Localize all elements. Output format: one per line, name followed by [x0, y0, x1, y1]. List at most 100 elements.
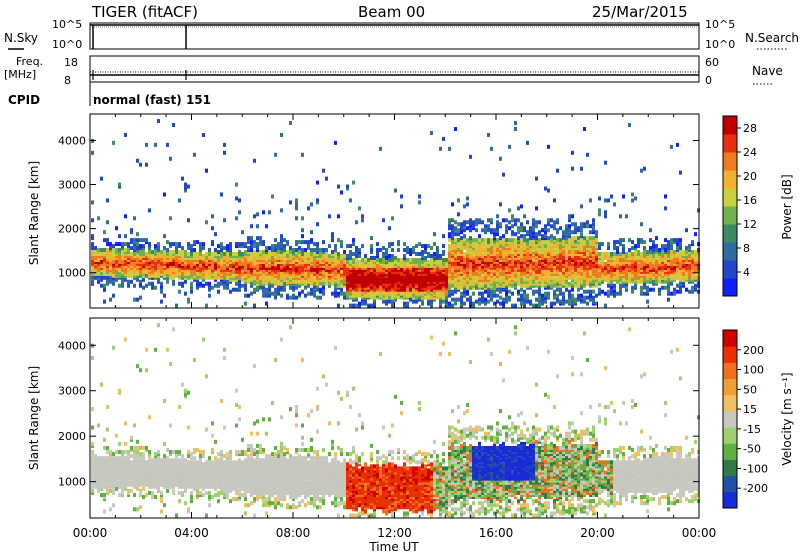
power-cell [358, 301, 361, 306]
power-cell [616, 269, 619, 274]
power-cell [265, 301, 268, 306]
power-cell [169, 156, 172, 161]
power-cell [226, 275, 229, 280]
power-cell [385, 255, 388, 260]
power-cell [544, 186, 547, 191]
power-cell [553, 198, 556, 203]
power-cell [316, 295, 319, 300]
power-cell [259, 250, 262, 255]
power-cell [556, 218, 559, 223]
power-cell [679, 285, 682, 290]
velocity-cell [97, 476, 100, 481]
power-cell [457, 212, 460, 217]
power-cell [235, 242, 238, 247]
velocity-cell [94, 460, 97, 465]
power-cell [568, 214, 571, 219]
power-cell [136, 297, 139, 302]
power-cell [325, 248, 328, 253]
power-cell [583, 127, 586, 132]
power-cell [571, 287, 574, 292]
power-cell [388, 242, 391, 247]
power-cell [127, 279, 130, 284]
power-cell [103, 238, 106, 243]
power-cell [430, 130, 433, 135]
power-cell [274, 248, 277, 253]
power-cell [265, 224, 268, 229]
power-cell [541, 255, 544, 260]
power-ytick-label-1000: 1000 [58, 267, 86, 280]
power-cell [316, 242, 319, 247]
power-cell [538, 303, 541, 308]
power-cell [520, 204, 523, 209]
power-cell [508, 144, 511, 149]
power-cell [517, 289, 520, 294]
power-cell [547, 144, 550, 149]
velocity-cell [103, 466, 106, 471]
power-cell [412, 246, 415, 251]
power-cell [403, 248, 406, 253]
power-cell [640, 238, 643, 243]
velocity-cell [109, 507, 112, 512]
power-cell [502, 234, 505, 239]
power-cell [295, 240, 298, 245]
power-cell [508, 289, 511, 294]
power-cell [313, 248, 316, 253]
power-cell [295, 198, 298, 203]
power-cell [340, 259, 343, 264]
power-cell [409, 252, 412, 257]
power-cell [580, 246, 583, 251]
power-cell [466, 238, 469, 243]
cpid-value: normal (fast) 151 [93, 93, 211, 107]
power-cell [475, 299, 478, 304]
power-cell [607, 252, 610, 257]
power-cell [391, 301, 394, 306]
power-cell [190, 248, 193, 253]
power-cell [568, 238, 571, 243]
power-cell [547, 257, 550, 262]
velocity-cell [94, 454, 97, 459]
power-cell [295, 202, 298, 207]
power-cell [595, 273, 598, 278]
power-cell [142, 269, 145, 274]
power-cell [187, 297, 190, 302]
power-cell [310, 238, 313, 243]
power-cell [454, 301, 457, 306]
power-cell [436, 246, 439, 251]
power-cell [451, 202, 454, 207]
power-cell [364, 299, 367, 304]
power-cell [592, 236, 595, 241]
power-cell [112, 248, 115, 253]
power-cell [343, 250, 346, 255]
power-cell [553, 295, 556, 300]
power-cell [478, 250, 481, 255]
power-cell [442, 257, 445, 262]
power-cell [442, 234, 445, 239]
velocity-cell [109, 484, 112, 489]
power-cell [388, 253, 391, 258]
power-cell [205, 303, 208, 308]
power-cell [679, 242, 682, 247]
power-cell [535, 224, 538, 229]
power-cell [514, 303, 517, 308]
power-cell [358, 206, 361, 211]
power-cell [175, 246, 178, 251]
power-cell [607, 265, 610, 270]
power-cell [529, 271, 532, 276]
power-cell [154, 250, 157, 255]
power-cell [328, 214, 331, 219]
power-cell [457, 198, 460, 203]
power-cell [439, 261, 442, 266]
power-cell [163, 192, 166, 197]
power-cell [400, 257, 403, 262]
frequency-label-line1: Freq. [16, 55, 43, 68]
power-cell [178, 263, 181, 268]
power-cell [511, 303, 514, 308]
velocity-cell [103, 476, 106, 481]
power-cell [265, 291, 268, 296]
power-cell [313, 267, 316, 272]
power-cell [262, 240, 265, 245]
power-cell [370, 303, 373, 308]
frequency-label-line2: [MHz] [4, 68, 36, 81]
power-cell [265, 287, 268, 292]
power-cell [661, 244, 664, 249]
